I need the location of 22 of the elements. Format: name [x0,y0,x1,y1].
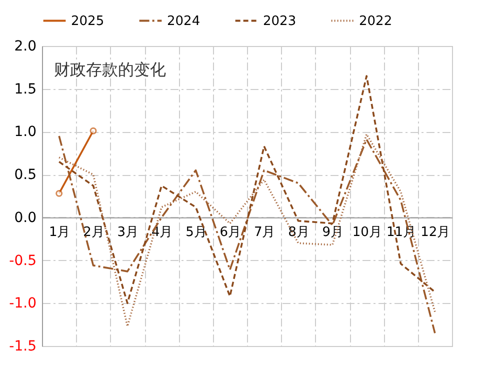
x-tick-label: 8月 [288,224,310,240]
y-tick-label: -1.0 [9,296,36,312]
x-tick-label: 3月 [117,224,139,240]
legend-label: 2025 [71,14,104,29]
y-tick-label: 0.0 [14,210,36,226]
y-tick-label: -1.5 [9,338,36,354]
x-tick-label: 6月 [220,224,242,240]
text: 财政存款的变化 [54,60,166,79]
x-tick-label: 12月 [420,224,450,240]
legend-label: 2022 [359,14,392,29]
y-tick-label: 2.0 [14,38,36,54]
y-tick-label: 0.5 [14,167,36,184]
x-tick-label: 1月 [48,224,70,240]
y-tick-label: 1.5 [14,81,36,98]
legend-label: 2024 [167,14,200,29]
x-tick-label: 10月 [352,224,382,240]
y-tick-label: -0.5 [9,252,36,269]
legend-label: 2023 [263,14,296,29]
x-tick-label: 7月 [254,224,276,240]
x-tick-label: 9月 [322,224,344,240]
y-tick-label: 1.0 [14,124,36,140]
x-tick-label: 2月 [83,224,104,240]
